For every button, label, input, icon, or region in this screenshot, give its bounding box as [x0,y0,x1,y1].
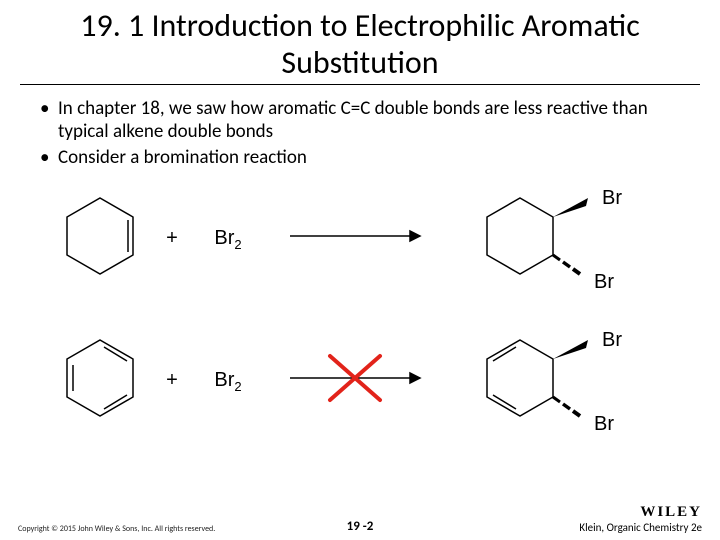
svg-text:Br: Br [602,329,622,351]
publisher-logo: WILEY [579,504,702,521]
svg-text:Br: Br [594,413,614,435]
slide-title: 19. 1 Introduction to Electrophilic Arom… [20,0,700,85]
svg-text:Br2: Br2 [214,369,241,394]
bullet-item: In chapter 18, we saw how aromatic C=C d… [40,97,700,145]
svg-text:Br2: Br2 [214,227,241,252]
reaction-diagram: + Br2 Br Br [0,178,720,468]
bullet-item: Consider a bromination reaction [40,146,700,170]
page-number: 19 -2 [347,519,374,534]
svg-text:Br: Br [594,271,614,293]
svg-text:+: + [166,227,178,249]
svg-text:Br: Br [602,187,622,209]
bullet-list: In chapter 18, we saw how aromatic C=C d… [0,97,720,170]
book-reference: Klein, Organic Chemistry 2e [579,521,702,534]
copyright-text: Copyright © 2015 John Wiley & Sons, Inc.… [18,524,215,534]
svg-text:+: + [166,369,178,391]
